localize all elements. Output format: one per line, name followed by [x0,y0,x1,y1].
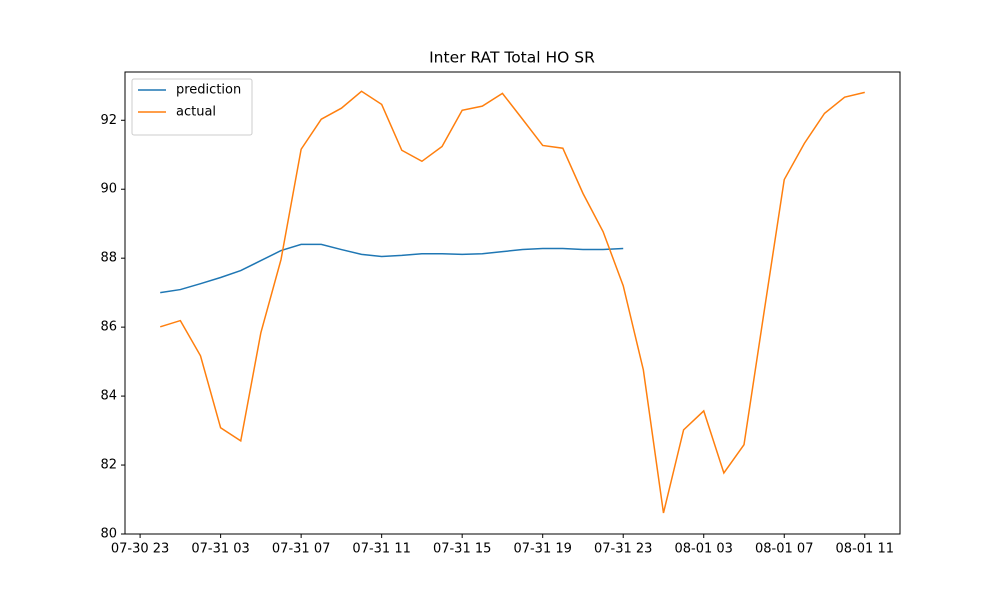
x-tick-label: 08-01 11 [836,542,894,557]
x-tick-label: 07-30 23 [111,542,169,557]
y-tick-label: 88 [100,251,117,266]
x-tick-label: 07-31 23 [594,542,652,557]
x-tick-label: 07-31 19 [513,542,571,557]
chart-title: Inter RAT Total HO SR [429,49,595,67]
legend-label: prediction [176,83,241,98]
x-tick-label: 07-31 15 [433,542,491,557]
x-tick-label: 08-01 03 [675,542,733,557]
legend-label: actual [176,105,216,120]
x-tick-label: 08-01 07 [755,542,813,557]
y-tick-label: 80 [100,527,117,542]
x-tick-label: 07-31 07 [272,542,330,557]
y-tick-label: 84 [100,389,117,404]
y-tick-label: 90 [100,182,117,197]
series-line [160,90,865,514]
y-tick-label: 92 [100,113,117,128]
legend: prediction actual [131,78,253,136]
legend-box [131,78,253,136]
y-tick-label: 82 [100,458,117,473]
x-tick-label: 07-31 11 [352,542,410,557]
y-tick-label: 86 [100,320,117,335]
series-line [160,243,624,294]
x-tick-label: 07-31 03 [191,542,249,557]
plot-area [124,71,901,535]
